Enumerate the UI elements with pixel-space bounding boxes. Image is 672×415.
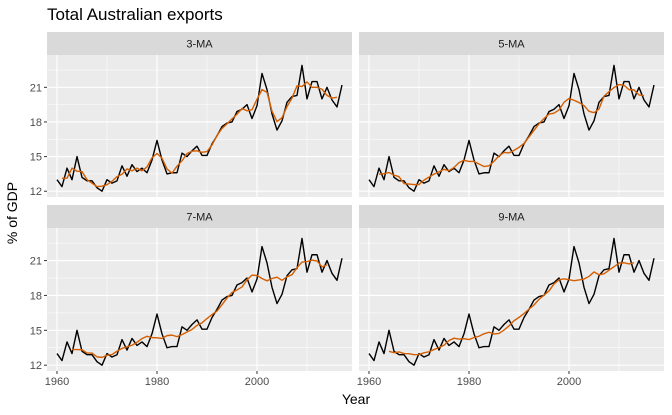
x-tick-label: 1980 — [145, 376, 169, 388]
exports-line — [368, 237, 655, 366]
x-tick-label: 1980 — [457, 376, 481, 388]
panel-9-ma: 9-MA 1960 1980 2000 — [357, 205, 664, 388]
strip-background — [47, 32, 352, 55]
x-tick-label: 2000 — [245, 376, 269, 388]
panel-background — [359, 55, 664, 197]
moving-average-line — [71, 259, 328, 359]
facet-panels: 3-MA 12 15 18 21 5-MA 7-MA 12 15 18 21 1960 1980 2000… — [30, 32, 664, 388]
x-tick-label: 2000 — [557, 376, 581, 388]
y-tick-label: 12 — [30, 360, 42, 372]
y-tick-label: 18 — [30, 290, 42, 302]
y-tick-label: 12 — [30, 186, 42, 198]
strip-label: 3-MA — [186, 39, 213, 51]
y-tick-label: 18 — [30, 117, 42, 129]
y-axis-title: % of GDP — [4, 182, 20, 244]
exports-line — [368, 64, 655, 192]
y-tick-label: 15 — [30, 152, 42, 164]
strip-background — [47, 205, 352, 228]
moving-average-line — [378, 83, 645, 186]
panel-background — [47, 55, 352, 197]
panel-7-ma: 7-MA 12 15 18 21 1960 1980 2000 — [30, 205, 352, 388]
panel-3-ma: 3-MA 12 15 18 21 — [30, 32, 352, 198]
strip-background — [359, 32, 664, 55]
strip-label: 7-MA — [186, 212, 213, 224]
strip-background — [359, 205, 664, 228]
strip-label: 5-MA — [498, 39, 525, 51]
y-tick-label: 21 — [30, 256, 42, 268]
moving-average-line — [388, 262, 635, 356]
x-axis-title: Year — [342, 391, 371, 407]
panel-background — [47, 228, 352, 371]
moving-average-line — [62, 81, 338, 188]
x-tick-label: 1960 — [357, 376, 381, 388]
x-tick-label: 1960 — [45, 376, 69, 388]
y-tick-label: 21 — [30, 82, 42, 94]
chart-title: Total Australian exports — [47, 5, 223, 24]
panel-5-ma: 5-MA — [359, 32, 664, 197]
strip-label: 9-MA — [498, 212, 525, 224]
y-tick-label: 15 — [30, 325, 42, 337]
panel-background — [359, 228, 664, 371]
